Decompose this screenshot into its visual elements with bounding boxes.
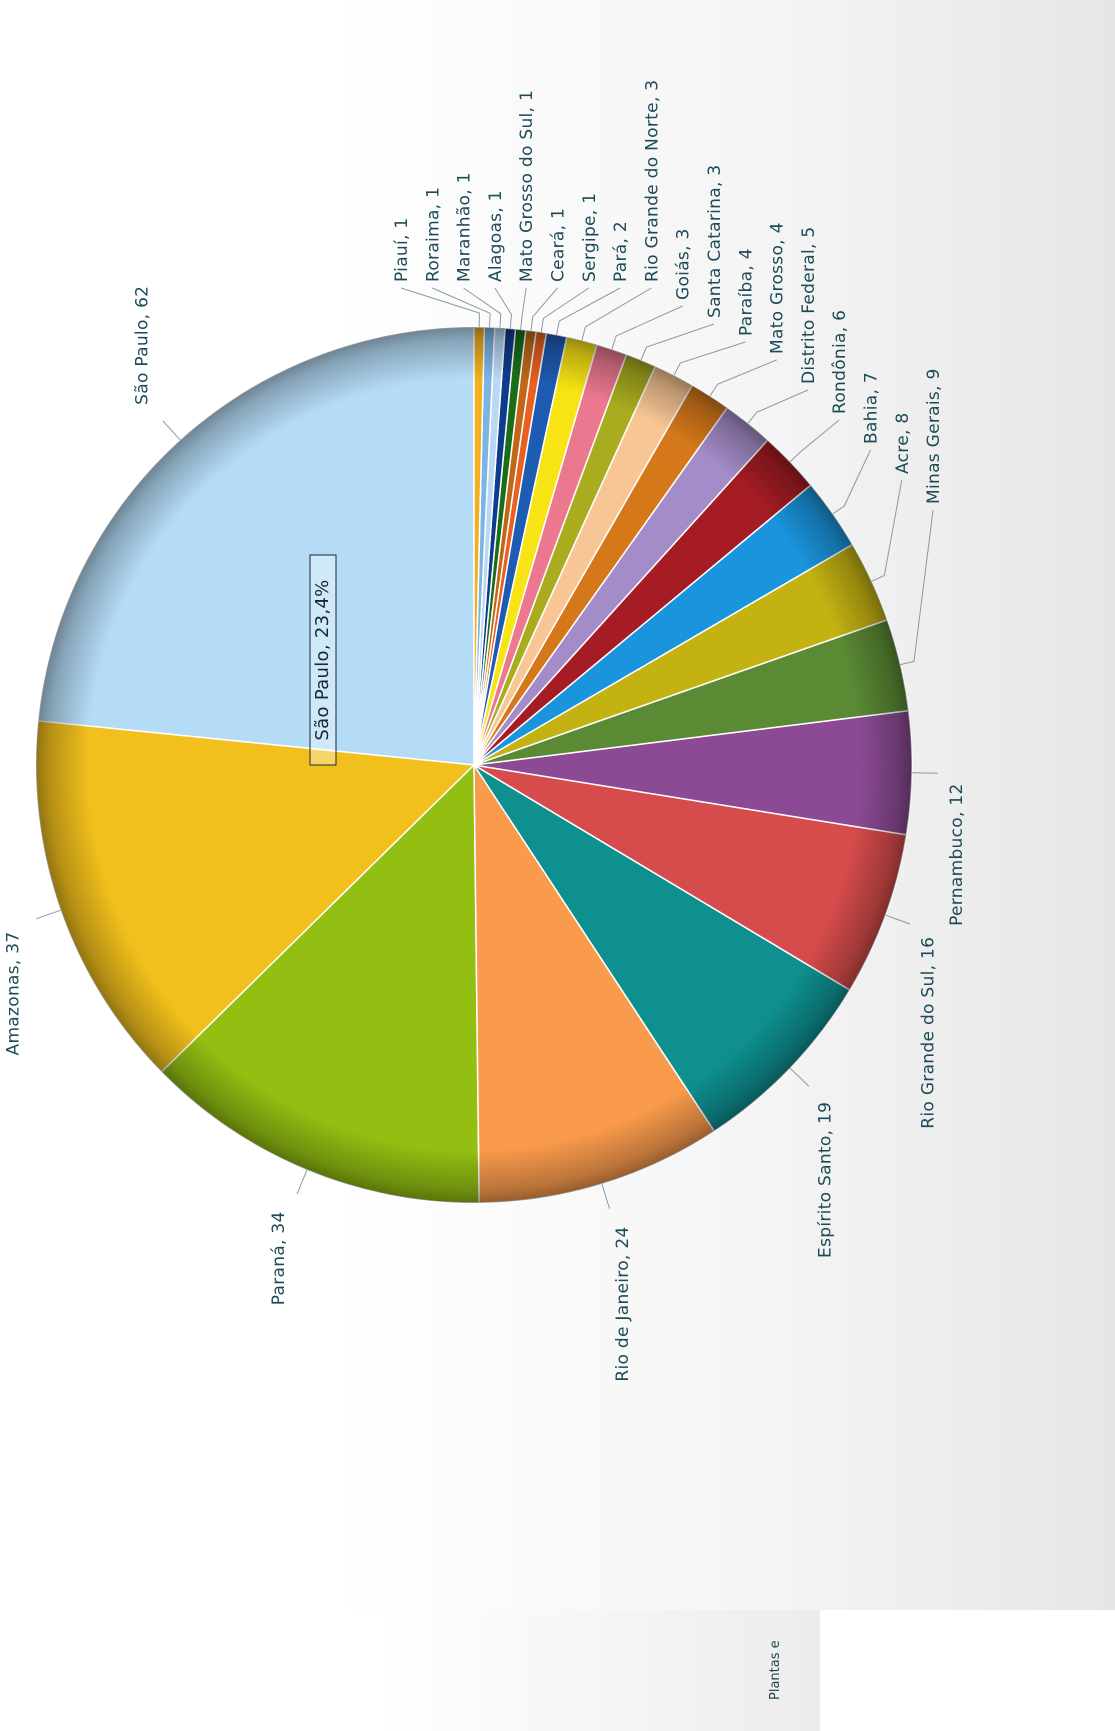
leader-parana	[296, 1169, 308, 1195]
pie-slices	[35, 326, 913, 1204]
leader-minas-gerais	[900, 509, 934, 666]
label-bahia: Bahia, 7	[862, 372, 882, 444]
leader-rio-grande-do-norte	[581, 287, 652, 341]
leader-goias	[611, 305, 683, 350]
label-alagoas: Alagoas, 1	[486, 190, 506, 282]
label-parana: Paraná, 34	[269, 1211, 289, 1305]
label-rondonia: Rondônia, 6	[830, 310, 850, 414]
label-roraima: Roraima, 1	[423, 187, 443, 282]
label-santa-catarina: Santa Catarina, 3	[705, 165, 725, 318]
pie-labels: São Paulo, 62 Amazonas, 37 Paraná, 34 Rio d…	[4, 80, 967, 1382]
leader-mato-grosso	[709, 359, 777, 397]
label-mato-grosso-do-sul: Mato Grosso do Sul, 1	[517, 90, 537, 282]
label-rio-de-janeiro: Rio de Janeiro, 24	[613, 1226, 633, 1381]
highlight-box	[309, 554, 337, 766]
leader-santa-catarina	[640, 323, 715, 361]
label-goias: Goiás, 3	[674, 228, 694, 300]
leader-amazonas	[36, 909, 61, 920]
label-acre: Acre, 8	[893, 413, 913, 474]
leader-rio-grande-do-sul	[885, 914, 911, 925]
leader-bahia	[832, 449, 871, 515]
leader-ceara	[530, 287, 558, 331]
leader-roraima	[432, 287, 491, 328]
label-piaui: Piauí, 1	[392, 217, 412, 282]
label-maranhao: Maranhão, 1	[455, 172, 475, 282]
leader-paraiba	[673, 341, 746, 376]
leader-sao-paulo	[162, 420, 181, 441]
leader-distrito-federal	[747, 389, 809, 424]
leader-maranhao	[463, 287, 502, 328]
pie-chart: São Paulo, 62 Amazonas, 37 Paraná, 34 Rio d…	[4, 80, 967, 1382]
leader-sergipe	[540, 287, 590, 333]
label-para: Pará, 2	[611, 221, 631, 282]
label-minas-gerais: Minas Gerais, 9	[924, 368, 944, 504]
label-mato-grosso: Mato Grosso, 4	[768, 222, 788, 354]
footer-panel	[380, 1610, 820, 1731]
label-amazonas: Amazonas, 37	[4, 931, 24, 1055]
footer-text: Plantas e	[768, 1640, 783, 1700]
leader-piaui	[400, 287, 480, 328]
leader-rio-de-janeiro	[601, 1183, 610, 1209]
leader-mato-grosso-do-sul	[520, 287, 527, 330]
label-paraiba: Paraíba, 4	[736, 248, 756, 336]
label-pernambuco: Pernambuco, 12	[947, 783, 967, 926]
leader-acre	[871, 479, 903, 582]
label-rio-grande-do-norte: Rio Grande do Norte, 3	[642, 80, 662, 282]
label-espirito-santo: Espírito Santo, 19	[816, 1102, 836, 1258]
label-ceara: Ceará, 1	[549, 208, 569, 282]
label-rio-grande-do-sul: Rio Grande do Sul, 16	[918, 937, 938, 1129]
label-sao-paulo: São Paulo, 62	[132, 286, 152, 405]
leader-alagoas	[494, 287, 512, 329]
highlight-callout: São Paulo, 23,4%	[309, 554, 337, 766]
leader-espirito-santo	[789, 1067, 810, 1087]
slice-sao-paulo[interactable]	[37, 326, 475, 766]
leader-para	[556, 287, 621, 335]
leader-rondonia	[789, 419, 840, 463]
label-distrito-federal: Distrito Federal, 5	[799, 226, 819, 384]
highlight-label: São Paulo, 23,4%	[312, 579, 333, 740]
label-sergipe: Sergipe, 1	[580, 193, 600, 282]
